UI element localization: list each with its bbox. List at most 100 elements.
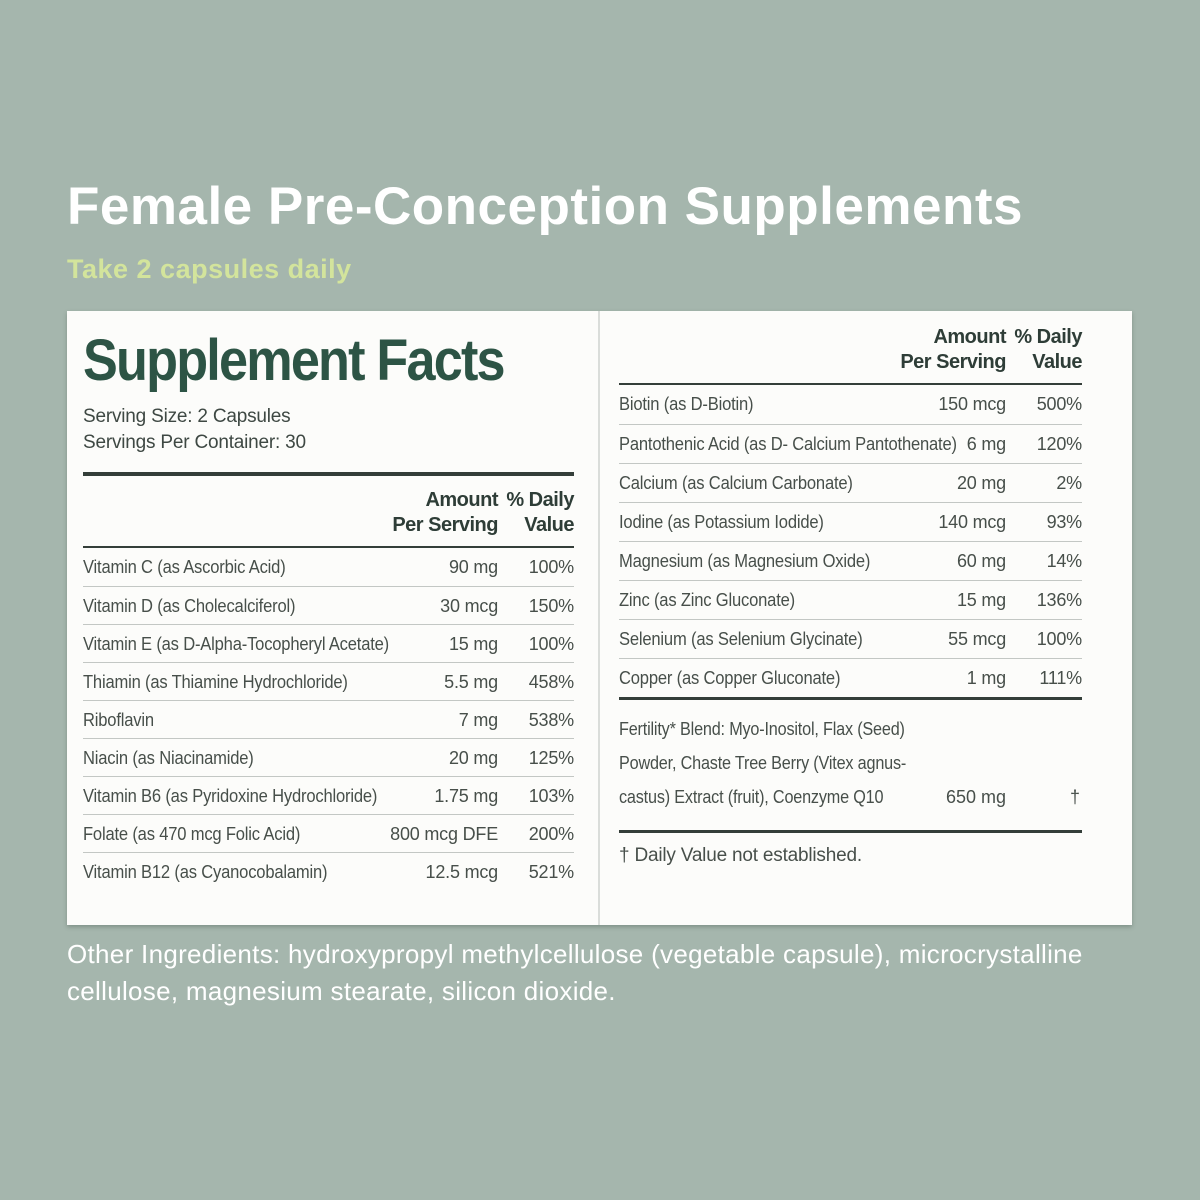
supplement-facts-heading: Supplement Facts [83,328,506,393]
fertility-blend-row: Fertility* Blend: Myo-Inositol, Flax (Se… [619,700,1082,830]
nutrient-name: Zinc (as Zinc Gluconate) [619,590,795,610]
nutrient-name: Magnesium (as Magnesium Oxide) [619,551,871,571]
amount-header-line1: Amount [425,489,498,511]
daily-value-footnote: † Daily Value not established. [619,845,862,866]
nutrient-row: Calcium (as Calcium Carbonate) 20 mg 2% [619,463,1082,502]
nutrient-amount: 5.5 mg [444,672,498,692]
nutrient-row: Iodine (as Potassium Iodide) 140 mcg 93% [619,502,1082,541]
product-title: Female Pre-Conception Supplements [67,177,1023,236]
nutrient-name: Vitamin E (as D-Alpha-Tocopheryl Acetate… [83,634,390,654]
nutrient-name: Niacin (as Niacinamide) [83,748,254,768]
nutrient-daily-value: 100% [528,634,574,654]
nutrient-name: Iodine (as Potassium Iodide) [619,512,824,532]
dv-header-line2: Value [524,514,574,536]
facts-column-right: Amount Per Serving % Daily Value Biotin … [600,311,1132,925]
right-nutrient-rows: Biotin (as D-Biotin) 150 mcg 500% Pantot… [619,385,1082,697]
nutrient-name: Vitamin B12 (as Cyanocobalamin) [83,862,328,882]
amount-header-line1: Amount [933,326,1006,348]
nutrient-name: Vitamin D (as Cholecalciferol) [83,596,296,616]
rule-below-left-header [83,546,574,548]
rule-top-left-table [83,472,574,476]
dv-header-line1: % Daily [1014,326,1082,348]
nutrient-name: Vitamin B6 (as Pyridoxine Hydrochloride) [83,786,378,806]
nutrient-daily-value: 200% [528,824,574,844]
facts-column-left: Supplement Facts Serving Size: 2 Capsule… [67,311,598,925]
nutrient-daily-value: 93% [1046,512,1083,532]
nutrient-amount: 6 mg [966,434,1006,454]
nutrient-daily-value: 458% [528,672,574,692]
nutrient-daily-value: 136% [1036,590,1082,610]
blend-name: Fertility* Blend: Myo-Inositol, Flax (Se… [619,719,907,807]
nutrient-row: Selenium (as Selenium Glycinate) 55 mcg … [619,619,1082,658]
nutrient-name: Calcium (as Calcium Carbonate) [619,473,853,493]
nutrient-row: Riboflavin 7 mg 538% [83,700,574,738]
nutrient-row: Magnesium (as Magnesium Oxide) 60 mg 14% [619,541,1082,580]
nutrient-amount: 20 mg [956,473,1006,493]
nutrient-daily-value: 2% [1056,473,1082,493]
nutrient-amount: 1 mg [966,668,1006,688]
nutrient-daily-value: 521% [528,862,574,882]
rule-below-right-header [619,383,1082,385]
nutrient-name: Copper (as Copper Gluconate) [619,668,841,688]
nutrient-row: Folate (as 470 mcg Folic Acid) 800 mcg D… [83,814,574,852]
nutrient-daily-value: 120% [1036,434,1082,454]
nutrient-amount: 55 mcg [948,629,1006,649]
blend-amount: 650 mg [945,787,1006,807]
nutrient-row: Copper (as Copper Gluconate) 1 mg 111% [619,658,1082,697]
right-table-header: Amount Per Serving % Daily Value [619,323,1082,383]
nutrient-name: Riboflavin [83,710,154,730]
daily-value-header: % Daily Value [1014,325,1082,375]
nutrient-amount: 20 mg [448,748,498,768]
amount-per-serving-header: Amount Per Serving [900,325,1006,375]
nutrient-name: Pantothenic Acid (as D- Calcium Pantothe… [619,434,957,454]
amount-header-line2: Per Serving [392,514,498,536]
nutrient-row: Thiamin (as Thiamine Hydrochloride) 5.5 … [83,662,574,700]
nutrient-amount: 7 mg [458,710,498,730]
nutrient-name: Vitamin C (as Ascorbic Acid) [83,557,286,577]
nutrient-amount: 150 mcg [938,394,1006,414]
nutrient-name: Thiamin (as Thiamine Hydrochloride) [83,672,348,692]
left-table-header: Amount Per Serving % Daily Value [83,476,574,546]
nutrient-amount: 90 mg [448,557,498,577]
nutrient-name: Biotin (as D-Biotin) [619,394,754,414]
column-divider [598,311,600,925]
nutrient-amount: 800 mcg DFE [390,824,498,844]
nutrient-daily-value: 500% [1036,394,1082,414]
nutrient-amount: 1.75 mg [434,786,498,806]
nutrient-row: Vitamin B12 (as Cyanocobalamin) 12.5 mcg… [83,852,574,890]
nutrient-row: Biotin (as D-Biotin) 150 mcg 500% [619,385,1082,424]
nutrient-amount: 30 mcg [440,596,498,616]
nutrient-daily-value: 14% [1046,551,1083,571]
nutrient-row: Vitamin B6 (as Pyridoxine Hydrochloride)… [83,776,574,814]
daily-value-header: % Daily Value [506,488,574,538]
rule-above-blend [619,697,1082,700]
nutrient-row: Niacin (as Niacinamide) 20 mg 125% [83,738,574,776]
nutrient-name: Selenium (as Selenium Glycinate) [619,629,863,649]
nutrient-amount: 15 mg [448,634,498,654]
left-nutrient-rows: Vitamin C (as Ascorbic Acid) 90 mg 100% … [83,548,574,890]
nutrient-daily-value: 125% [528,748,574,768]
dv-header-line2: Value [1032,351,1082,373]
dosage-instruction: Take 2 capsules daily [67,254,352,284]
nutrient-amount: 60 mg [956,551,1006,571]
nutrient-row: Vitamin D (as Cholecalciferol) 30 mcg 15… [83,586,574,624]
dv-header-line1: % Daily [506,489,574,511]
nutrient-daily-value: 150% [528,596,574,616]
amount-header-line2: Per Serving [900,351,1006,373]
nutrient-amount: 140 mcg [938,512,1006,532]
nutrient-row: Zinc (as Zinc Gluconate) 15 mg 136% [619,580,1082,619]
blend-daily-value-dagger: † [1069,787,1080,807]
nutrient-daily-value: 103% [528,786,574,806]
serving-size: Serving Size: 2 Capsules [83,406,291,427]
supplement-facts-panel: Supplement Facts Serving Size: 2 Capsule… [67,311,1132,925]
nutrient-row: Vitamin E (as D-Alpha-Tocopheryl Acetate… [83,624,574,662]
nutrient-daily-value: 111% [1039,668,1082,688]
other-ingredients: Other Ingredients: hydroxypropyl methylc… [67,939,1083,1006]
amount-per-serving-header: Amount Per Serving [392,488,498,538]
nutrient-daily-value: 100% [1036,629,1082,649]
nutrient-name: Folate (as 470 mcg Folic Acid) [83,824,301,844]
nutrient-row: Pantothenic Acid (as D- Calcium Pantothe… [619,424,1082,463]
rule-below-blend [619,830,1082,833]
nutrient-amount: 12.5 mcg [425,862,499,882]
